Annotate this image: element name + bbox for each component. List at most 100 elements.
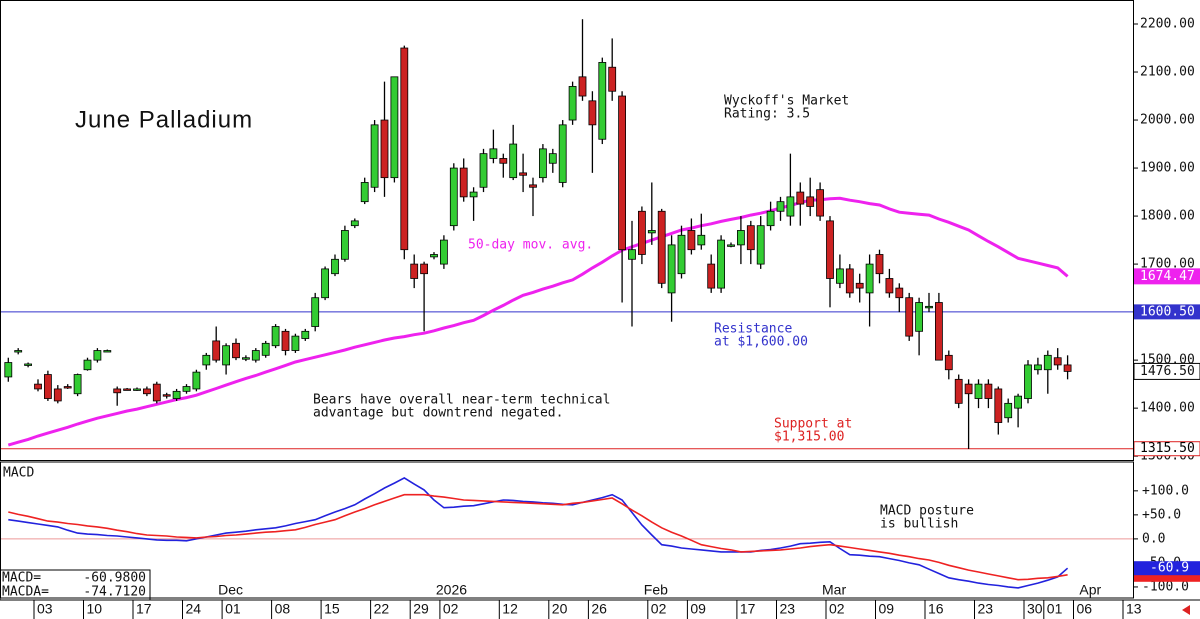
- x-tick-label: 01: [1047, 601, 1063, 617]
- x-tick-label: 17: [740, 601, 756, 617]
- reference-note: Resistance: [714, 322, 792, 337]
- candle-body: [677, 234, 686, 275]
- candle-body: [172, 390, 181, 399]
- candle-body: [638, 210, 646, 255]
- candle-body: [865, 263, 874, 294]
- candle-body: [816, 189, 824, 217]
- x-tick-label: 03: [37, 601, 53, 617]
- candle-body: [311, 297, 320, 327]
- candle-body: [1063, 364, 1072, 372]
- candle-body: [1024, 364, 1032, 399]
- y-tick-label: 1800.00: [1140, 209, 1195, 224]
- candle-body: [707, 263, 716, 289]
- candle-body: [73, 374, 82, 395]
- candle-body: [964, 383, 973, 395]
- candle-body: [944, 354, 953, 371]
- price-tag-label: 1315.50: [1140, 441, 1195, 456]
- candle-body: [241, 357, 250, 360]
- candle-body: [202, 354, 211, 366]
- y-tick-label: 2000.00: [1140, 113, 1195, 128]
- close-tag-label: 1476.50: [1140, 364, 1195, 379]
- candle-body: [469, 191, 478, 198]
- x-tick-label: 23: [780, 601, 796, 617]
- candle-body: [182, 386, 191, 392]
- y-tick-label: 0.0: [1142, 531, 1165, 546]
- candle-body: [400, 47, 409, 251]
- x-tick-label: 24: [186, 601, 202, 617]
- x-tick-label: 20: [552, 601, 568, 617]
- ma-tag: [1134, 268, 1200, 285]
- candle-body: [598, 62, 607, 140]
- candle-body: [410, 263, 419, 279]
- candle-body: [53, 388, 62, 402]
- candle-body: [608, 66, 617, 92]
- candle-body: [855, 282, 864, 289]
- candle-body: [301, 330, 310, 339]
- annotation: Rating: 3.5: [724, 107, 810, 122]
- scroll-arrow: [1182, 605, 1190, 615]
- candle-body: [449, 167, 458, 227]
- candle-body: [261, 342, 270, 356]
- legend-name: MACD=: [2, 571, 41, 586]
- legend: [0, 569, 151, 601]
- candle-body: [420, 263, 429, 275]
- frame: [0, 461, 1134, 599]
- reference-note: Support at: [774, 417, 852, 432]
- candle-body: [1053, 357, 1062, 366]
- x-tick-label: 01: [225, 601, 241, 617]
- candle-body: [806, 196, 815, 207]
- month-label: Feb: [644, 582, 668, 598]
- candle-body: [717, 239, 725, 289]
- candle-body: [845, 268, 854, 294]
- candle-body: [935, 302, 943, 361]
- candle-body: [588, 100, 597, 126]
- candle-body: [667, 244, 676, 294]
- candle-body: [212, 340, 221, 361]
- candle-body: [340, 230, 349, 260]
- y-tick-label: 1900.00: [1140, 161, 1195, 176]
- macd-tag: [1134, 561, 1200, 576]
- candle-body: [548, 153, 557, 164]
- candle-body: [4, 362, 13, 378]
- candle-body: [509, 143, 518, 179]
- candle-body: [776, 201, 785, 212]
- candle-body: [885, 278, 894, 294]
- candle-body: [331, 258, 339, 275]
- candle-body: [251, 350, 260, 361]
- frame: [0, 0, 1134, 461]
- candle-body: [83, 359, 92, 371]
- candle-body: [925, 305, 933, 309]
- month-label: Dec: [218, 582, 243, 598]
- x-tick-label: 02: [443, 601, 459, 617]
- candle-body: [1034, 364, 1042, 371]
- x-tick-label: 15: [324, 601, 340, 617]
- candle-body: [647, 230, 656, 234]
- candle-body: [687, 230, 696, 251]
- price-tag-label: 1600.50: [1140, 304, 1195, 319]
- x-tick-label: 13: [1126, 601, 1142, 617]
- y-tick-label: +50.0: [1142, 507, 1181, 522]
- candle-body: [766, 210, 775, 227]
- candle-body: [984, 383, 993, 399]
- y-tick-label: -100.0: [1142, 579, 1189, 594]
- candle-body: [360, 182, 369, 203]
- ma-tag-label: 1674.47: [1140, 269, 1195, 284]
- y-tick-label: 1700.00: [1140, 257, 1195, 272]
- chart-title: June Palladium: [75, 106, 253, 133]
- macd-tag-label: -60.9: [1150, 561, 1189, 576]
- month-label: Apr: [1079, 582, 1101, 598]
- x-tick-label: 30: [1027, 601, 1043, 617]
- candle-body: [63, 386, 72, 389]
- candle-body: [836, 268, 844, 284]
- y-tick-label: 2200.00: [1140, 17, 1195, 32]
- annotation: Bears have overall near-term technical: [313, 393, 610, 408]
- candle-body: [192, 371, 201, 390]
- annotation: Wyckoff's Market: [724, 94, 849, 109]
- candle-body: [271, 326, 280, 347]
- candle-body: [746, 225, 755, 251]
- candle-body: [350, 220, 359, 227]
- candle-body: [826, 220, 834, 279]
- annotation: is bullish: [880, 517, 958, 532]
- candle-body: [222, 345, 231, 366]
- candle-body: [439, 239, 448, 265]
